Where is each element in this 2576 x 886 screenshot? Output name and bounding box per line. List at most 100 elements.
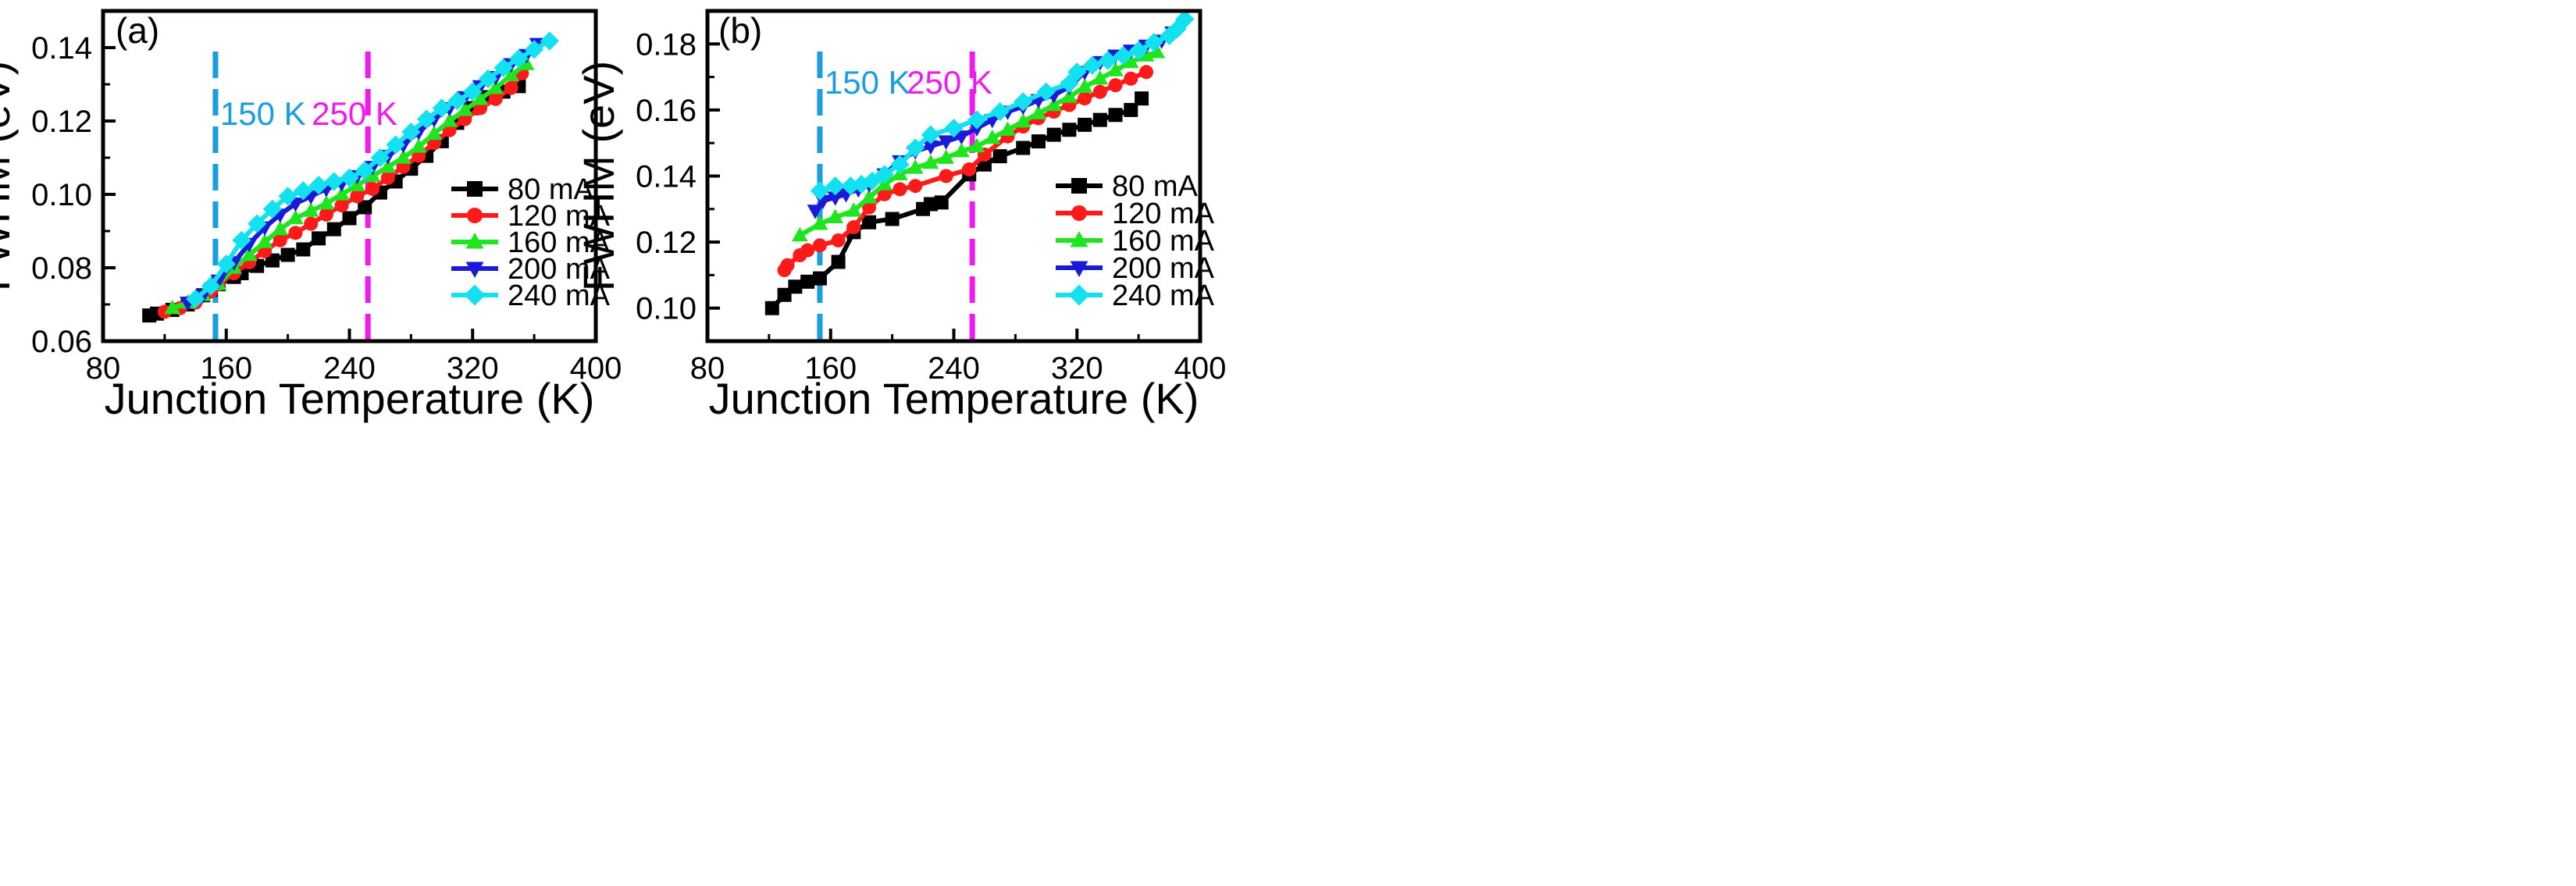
panel-a-data-point: [380, 170, 395, 185]
panel-b-data-point: [1108, 108, 1123, 123]
panel-a-data-point: [463, 82, 483, 101]
panel-b-data-point: [1144, 33, 1163, 52]
panel-b-data-point: [923, 197, 938, 212]
panel-a-data-point: [319, 207, 333, 222]
panel-b-data-point: [907, 159, 924, 174]
panel-b-data-point: [1092, 69, 1109, 85]
panel-b-data-point: [875, 165, 894, 184]
panel-b-data-point: [990, 101, 1010, 122]
panel-b-data-point: [1138, 65, 1153, 80]
panel-b-data-point: [841, 176, 860, 196]
panel-a-data-point: [304, 216, 319, 231]
circle-marker-icon: [1071, 205, 1087, 221]
panel-a-legend-label: 120 mA: [508, 200, 611, 233]
panel-a-legend-label: 240 mA: [508, 279, 611, 312]
panel-b-data-point: [953, 142, 970, 158]
panel-b-data-point: [1128, 41, 1149, 60]
panel-b-data-point: [1014, 112, 1031, 128]
panel-b-data-point: [1098, 51, 1117, 70]
panel-a-data-point: [324, 172, 344, 191]
panel-a-legend-label: 80 mA: [508, 173, 593, 206]
panel-b-data-point: [934, 195, 949, 210]
panel-b-data-point: [877, 187, 892, 201]
panel-b-data-point: [1092, 112, 1107, 127]
panel-a-data-point: [472, 91, 489, 105]
panel-b-data-point: [1014, 92, 1033, 112]
panel-b-data-point: [1135, 91, 1149, 106]
panel-a-y-tick-label: 0.12: [31, 105, 92, 139]
panel-a-reference-line-label: 150 K: [220, 95, 306, 132]
panel-a-data-point: [478, 69, 498, 89]
panel-a-data-point: [326, 222, 341, 237]
panel-b-x-axis-title: Junction Temperature (K): [709, 374, 1199, 423]
panel-b-data-point: [1062, 123, 1077, 137]
panel-b-data-point: [1046, 96, 1063, 112]
panel-b-y-tick-label: 0.16: [636, 94, 697, 128]
panel-a-data-point: [504, 80, 518, 95]
panel-b-data-point: [1113, 45, 1133, 66]
panel-b-data-point: [921, 125, 941, 144]
panel-b-y-tick-label: 0.18: [636, 27, 697, 62]
panel-b-data-point: [831, 233, 846, 247]
panel-a-data-point: [333, 186, 350, 201]
diamond-marker-icon: [464, 284, 486, 306]
panel-b-data-point: [791, 226, 808, 242]
panel-b-y-tick-label: 0.14: [636, 160, 697, 194]
panel-b-data-point: [938, 135, 954, 150]
panel-b-x-tick-label: 400: [1174, 351, 1227, 386]
panel-b-data-point: [992, 149, 1007, 164]
panel-b-data-point: [777, 287, 792, 302]
panel-b-legend-label: 120 mA: [1112, 197, 1215, 230]
panel-b-data-point: [825, 176, 845, 196]
panel-b-data-point: [846, 220, 861, 235]
panel-a-data-point: [401, 122, 421, 142]
square-marker-icon: [1071, 178, 1087, 194]
panel-a-data-point: [265, 253, 280, 268]
panel-a-legend-label: 200 mA: [508, 253, 611, 286]
panel-a-y-tick-label: 0.06: [31, 325, 92, 359]
panel-b-data-point: [800, 274, 815, 289]
panel-a-data-point: [487, 79, 504, 94]
panel-a-label: (a): [116, 10, 159, 51]
panel-b-legend-label: 200 mA: [1112, 252, 1215, 285]
panel-a-legend-label: 160 mA: [508, 226, 611, 259]
panel-b-data-point: [967, 110, 987, 130]
panel-b-data-point: [1076, 78, 1093, 93]
panel-b-data-point: [968, 137, 985, 153]
panel-a: 150 K 250 K 80 160 240 320 400 0.06 0.08 0.10 0.12…: [0, 9, 622, 423]
panel-b-x-tick-label: 160: [804, 351, 857, 386]
panel-b-data-point: [827, 191, 844, 206]
panel-b-reference-line-label: 150 K: [825, 64, 910, 101]
triangle-up-marker-icon: [465, 233, 484, 249]
panel-b-data-point: [800, 243, 815, 258]
panel-a-data-point: [262, 199, 283, 219]
panel-a-data-point: [432, 98, 451, 118]
panel-a-data-point: [488, 91, 503, 106]
panel-b-data-point: [890, 155, 910, 174]
panel-a-data-point: [355, 161, 375, 180]
panel-b-data-point: [862, 215, 877, 230]
panel-b-data-point: [811, 215, 828, 230]
panel-a-data-point: [318, 194, 335, 210]
panel-b-data-point: [999, 121, 1016, 136]
panel-a-data-point: [294, 181, 313, 201]
panel-b-data-point: [1082, 55, 1103, 75]
panel-a-data-point: [201, 276, 221, 296]
panel-b-data-point: [1067, 62, 1087, 82]
panel-b-data-point: [845, 202, 862, 217]
panel-a-data-point: [248, 214, 267, 233]
panel-b-data-point: [827, 208, 844, 224]
panel-a-x-tick-label: 240: [323, 351, 376, 386]
panel-b-data-point: [1149, 44, 1166, 59]
panel-a-y-axis-title: FWHM (eV): [0, 61, 19, 292]
panel-b-data-point: [860, 189, 878, 204]
panel-b-data-point: [962, 162, 977, 177]
panel-b-data-point: [944, 119, 964, 138]
panel-a-x-tick-label: 320: [447, 351, 499, 386]
panel-b-data-point: [1108, 78, 1123, 93]
panel-a-data-point: [457, 101, 473, 116]
panel-a-data-point: [272, 220, 289, 236]
panel-a-data-point: [503, 66, 519, 81]
panel-a-data-point: [216, 254, 236, 274]
